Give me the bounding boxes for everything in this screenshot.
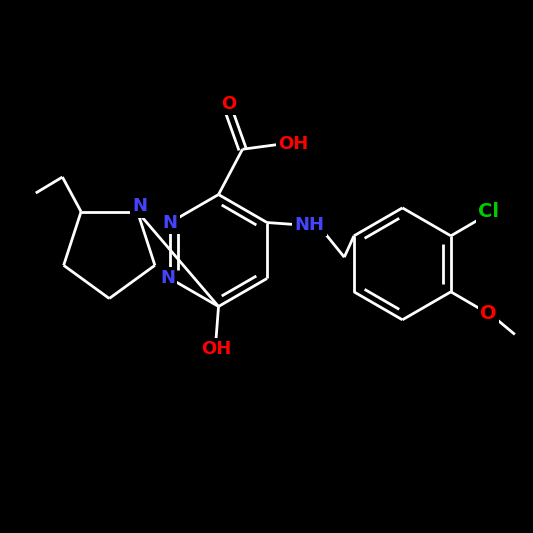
Text: N: N <box>133 197 148 215</box>
Text: NH: NH <box>295 216 325 234</box>
Text: Cl: Cl <box>478 203 499 221</box>
Text: O: O <box>480 304 497 322</box>
Text: OH: OH <box>201 340 231 358</box>
Text: OH: OH <box>278 135 308 153</box>
Text: N: N <box>160 270 175 287</box>
Text: N: N <box>163 214 177 231</box>
Text: O: O <box>222 95 237 113</box>
